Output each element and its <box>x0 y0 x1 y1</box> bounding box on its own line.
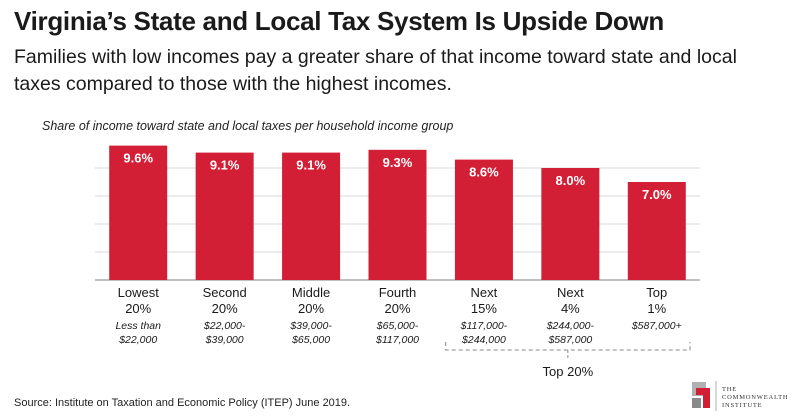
data-label: 8.6% <box>469 165 499 180</box>
category-label: Next <box>557 285 584 300</box>
category-label: Lowest <box>118 285 160 300</box>
bar <box>541 168 600 280</box>
logo-mark-icon <box>692 382 710 408</box>
logo-text-line-1: The <box>722 386 738 393</box>
data-label: 7.0% <box>642 187 672 202</box>
income-range-label: $65,000 <box>291 334 330 346</box>
logo-text-line-3: Institute <box>722 402 763 409</box>
category-label: 20% <box>125 301 151 316</box>
category-label: Middle <box>292 285 330 300</box>
chart-title: Share of income toward state and local t… <box>42 119 454 133</box>
commonwealth-institute-logo <box>692 381 717 411</box>
income-range-label: $587,000+ <box>631 320 682 332</box>
data-label: 9.6% <box>123 151 153 166</box>
data-label: 8.0% <box>556 173 586 188</box>
data-label: 9.1% <box>210 158 240 173</box>
category-label: 20% <box>298 301 324 316</box>
logo-text-line-2: Commonwealth <box>722 394 789 401</box>
income-range-label: $117,000 <box>375 334 419 346</box>
top-20-label: Top 20% <box>543 364 594 379</box>
category-label: 4% <box>561 301 580 316</box>
bar <box>282 152 341 280</box>
page-title: Virginia’s State and Local Tax System Is… <box>14 6 665 36</box>
bar <box>109 145 168 280</box>
category-label: 15% <box>471 301 497 316</box>
category-label: Top <box>646 285 667 300</box>
income-range-label: $117,000- <box>460 320 508 332</box>
bar <box>195 152 254 280</box>
bar <box>368 149 427 280</box>
data-label: 9.1% <box>296 158 326 173</box>
income-range-label: $39,000 <box>205 334 244 346</box>
income-range-label: $587,000 <box>547 334 592 346</box>
category-label: 20% <box>212 301 238 316</box>
category-label: Fourth <box>379 285 417 300</box>
category-label: 1% <box>647 301 666 316</box>
income-range-label: Less than <box>115 320 161 332</box>
category-label: 20% <box>384 301 410 316</box>
bar <box>627 182 686 280</box>
top-20-bracket <box>445 342 691 351</box>
bar <box>454 159 513 280</box>
income-range-label: $65,000- <box>376 320 419 332</box>
income-range-label: $22,000- <box>203 320 246 332</box>
source-note: Source: Institute on Taxation and Econom… <box>14 397 351 409</box>
data-label: 9.3% <box>383 155 413 170</box>
category-label: Next <box>471 285 498 300</box>
income-range-label: $22,000 <box>118 334 157 346</box>
income-range-label: $244,000- <box>546 320 595 332</box>
page-subtitle: Families with low incomes pay a greater … <box>14 46 737 95</box>
category-label: Second <box>203 285 247 300</box>
income-range-label: $244,000 <box>461 334 506 346</box>
income-range-label: $39,000- <box>289 320 332 332</box>
